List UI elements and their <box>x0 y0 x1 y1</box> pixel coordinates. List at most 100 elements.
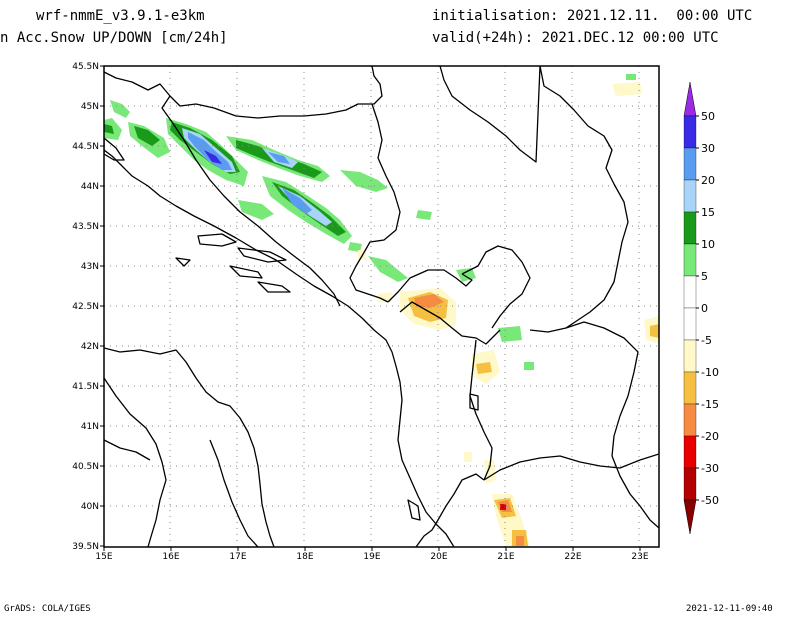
legend-swatch <box>683 275 697 309</box>
bosnia-serbia-border <box>349 103 401 303</box>
footer-right: 2021-12-11-09:40 <box>686 604 773 614</box>
snow-contour-minus5cm <box>378 292 392 302</box>
snow-contour-10cm <box>104 124 114 134</box>
snow-contour-minus10cm <box>650 324 659 338</box>
serbia-kosovo-border <box>461 245 531 329</box>
calabria-coast <box>209 439 259 547</box>
valid-time: valid(+24h): 2021.DEC.12 00:00 UTC <box>432 30 719 46</box>
lat-tick-label: 41.5N <box>72 382 99 392</box>
lon-tick-label: 20E <box>430 552 447 562</box>
legend-label: 30 <box>701 142 715 155</box>
legend-label: -50 <box>701 494 719 507</box>
lon-tick-label: 23E <box>631 552 648 562</box>
lat-tick-label: 42.5N <box>72 302 99 312</box>
footer-left: GrADS: COLA/IGES <box>4 604 91 614</box>
island <box>197 233 237 247</box>
legend-label: 0 <box>701 302 708 315</box>
adriatic-coastline <box>104 149 455 547</box>
bosnia-croatia-border <box>161 95 341 307</box>
snow-contour-5cm <box>626 74 636 80</box>
field-title: n Acc.Snow UP/DOWN [cm/24h] <box>0 30 228 46</box>
greece-coast <box>415 473 485 547</box>
snow-contour-10cm <box>134 126 160 146</box>
lon-tick-label: 19E <box>363 552 380 562</box>
snow-contour-5cm <box>348 242 362 252</box>
lat-axis: 45.5N 45N 44.5N 44N 43.5N 43N 42.5N 42N 41.5N 41N… <box>72 62 104 552</box>
lake-ohrid <box>469 393 479 411</box>
legend-label: 20 <box>701 174 715 187</box>
island <box>257 281 291 293</box>
snow-contour-30cm <box>204 150 222 164</box>
italy-heel <box>104 377 167 547</box>
legend-label: -20 <box>701 430 719 443</box>
albania-macedonia-border <box>469 339 493 481</box>
legend-swatch <box>683 467 697 501</box>
legend-bottom-arrow <box>683 499 697 535</box>
lon-tick-label: 17E <box>229 552 246 562</box>
island <box>229 265 263 279</box>
snow-contour-minus5cm <box>612 82 642 96</box>
lat-tick-label: 45N <box>81 102 99 112</box>
snow-field <box>104 66 659 547</box>
macedonia-bulgaria-border <box>565 321 639 457</box>
legend-swatch <box>683 243 697 277</box>
legend-swatch <box>683 403 697 437</box>
legend-label: -30 <box>701 462 719 475</box>
danube-river <box>439 66 541 163</box>
lat-lon-grid <box>104 66 659 547</box>
snow-contour-5cm <box>524 362 534 370</box>
island <box>104 137 125 161</box>
macedonia-greece-border <box>483 453 659 481</box>
legend-swatch <box>683 147 697 181</box>
legend-swatch <box>683 339 697 373</box>
legend-swatch <box>683 211 697 245</box>
greece-northeast <box>611 455 659 529</box>
lat-tick-label: 40.5N <box>72 462 99 472</box>
corfu-island <box>407 499 421 521</box>
snow-contour-minus10cm <box>476 362 492 374</box>
snow-contour-5cm <box>456 268 476 282</box>
snow-contour-5cm <box>416 210 432 220</box>
lon-tick-label: 21E <box>497 552 514 562</box>
legend-label: -15 <box>701 398 719 411</box>
legend-top-arrow <box>683 81 697 117</box>
snow-contour-5cm <box>368 256 408 282</box>
snow-contour-5cm <box>340 170 388 192</box>
legend-swatch <box>683 307 697 341</box>
legend-label: 50 <box>701 110 715 123</box>
lon-tick-label: 22E <box>564 552 581 562</box>
snow-contour-minus15cm <box>414 294 444 308</box>
snow-contour-20cm <box>268 152 290 164</box>
legend-swatch <box>683 435 697 469</box>
snow-contour-20cm <box>282 188 312 214</box>
slovenia-croatia-border <box>104 66 383 119</box>
legend-label: -10 <box>701 366 719 379</box>
gargano-coast <box>104 439 151 461</box>
island <box>237 247 287 263</box>
snow-contour-minus15cm <box>516 536 524 546</box>
snow-contour-minus30cm <box>502 506 504 508</box>
snow-contour-5cm <box>238 200 274 220</box>
legend-swatch <box>683 115 697 149</box>
lon-tick-label: 15E <box>95 552 112 562</box>
legend-label: 10 <box>701 238 715 251</box>
serbia-bulgaria-border <box>529 66 629 333</box>
legend-swatch <box>683 179 697 213</box>
snow-contour-5cm <box>110 100 130 118</box>
lat-tick-label: 43.5N <box>72 222 99 232</box>
montenegro-border <box>387 269 473 303</box>
italy-coastline <box>104 347 275 547</box>
lon-tick-label: 16E <box>162 552 179 562</box>
montenegro-albania-border <box>399 301 501 345</box>
snow-contour-minus5cm <box>464 452 472 462</box>
island <box>175 257 191 267</box>
legend-swatch <box>683 371 697 405</box>
legend-label: -5 <box>701 334 712 347</box>
lon-tick-label: 18E <box>296 552 313 562</box>
snow-contour-20cm <box>188 132 232 170</box>
model-title: wrf-nmmE_v3.9.1-e3km <box>36 8 205 24</box>
snow-contour-5cm <box>498 326 522 342</box>
lat-tick-label: 39.5N <box>72 542 99 552</box>
